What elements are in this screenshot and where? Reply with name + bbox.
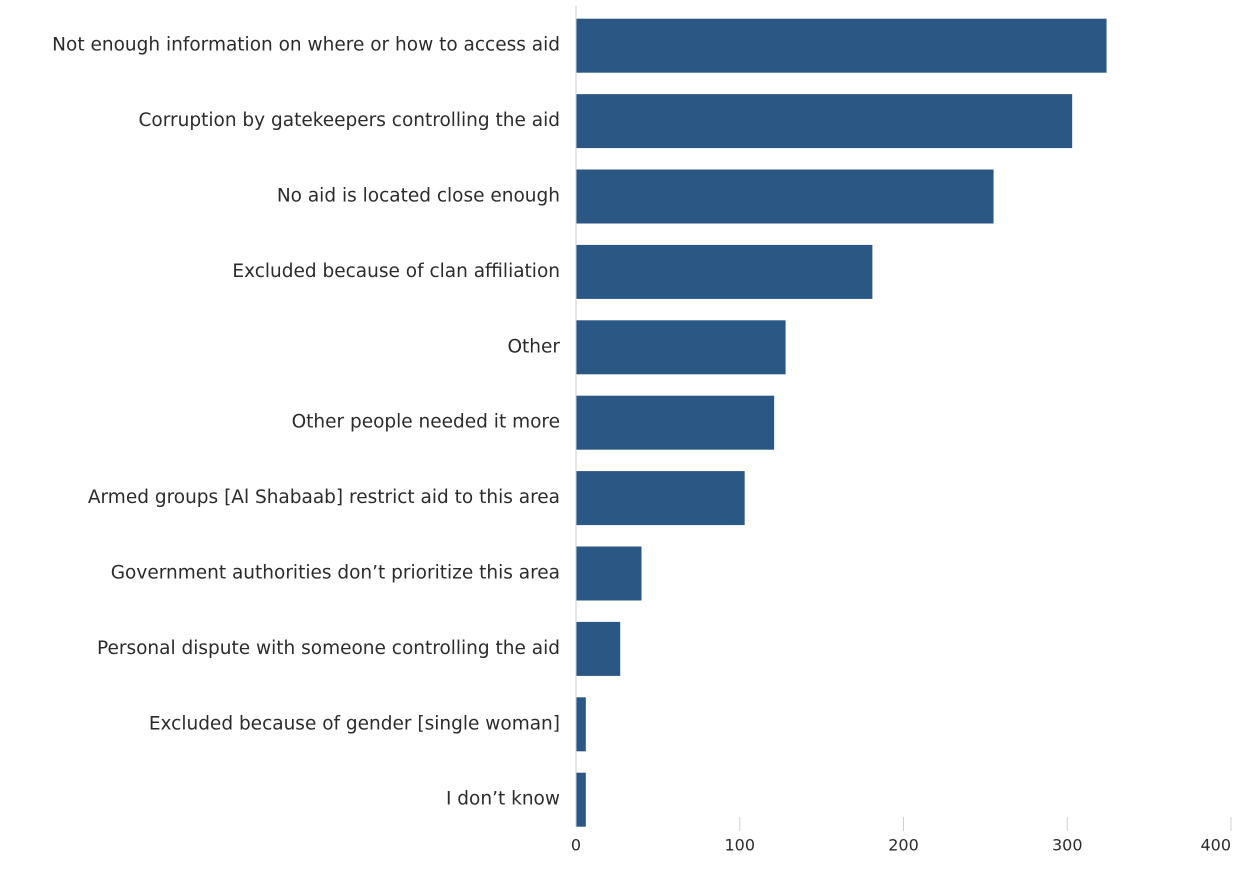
x-axis-ticks-group: 0 100 200 300 400 [571, 817, 1232, 855]
bar-1 [576, 94, 1073, 149]
category-label-1: Corruption by gatekeepers controlling th… [139, 110, 560, 131]
x-tick-label-1: 100 [724, 836, 755, 855]
category-label-9: Excluded because of gender [single woman… [149, 713, 560, 734]
bar-8 [576, 621, 621, 676]
bar-0 [576, 18, 1107, 73]
x-tick-label-2: 200 [888, 836, 919, 855]
bars-group [576, 18, 1107, 827]
bar-6 [576, 471, 745, 526]
bar-10 [576, 772, 586, 827]
category-labels-group: Not enough information on where or how t… [52, 35, 560, 810]
bar-5 [576, 395, 775, 450]
category-label-5: Other people needed it more [292, 412, 560, 433]
bar-9 [576, 697, 586, 752]
category-label-10: I don’t know [446, 789, 560, 810]
x-tick-label-3: 300 [1052, 836, 1083, 855]
x-tick-label-0: 0 [571, 836, 581, 855]
bar-3 [576, 244, 873, 299]
bar-2 [576, 169, 994, 224]
category-label-6: Armed groups [Al Shabaab] restrict aid t… [88, 487, 560, 508]
category-label-4: Other [507, 336, 560, 357]
category-label-8: Personal dispute with someone controllin… [97, 638, 560, 659]
bar-4 [576, 320, 786, 375]
x-tick-label-4: 400 [1200, 836, 1231, 855]
category-label-3: Excluded because of clan affiliation [232, 261, 560, 282]
category-label-7: Government authorities don’t prioritize … [111, 563, 560, 584]
category-label-2: No aid is located close enough [277, 186, 560, 207]
category-label-0: Not enough information on where or how t… [52, 35, 560, 56]
bar-7 [576, 546, 642, 601]
